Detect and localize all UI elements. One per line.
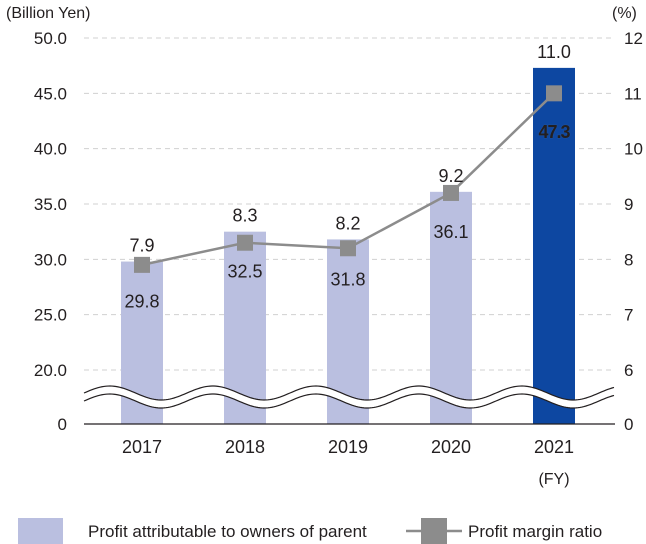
- margin-value-label: 11.0: [537, 42, 571, 62]
- left-tick-label: 25.0: [34, 306, 67, 325]
- bar: [533, 67, 575, 424]
- left-axis-ticks: 0 20.0 25.0 30.0 35.0 40.0 45.0 50.0: [34, 29, 67, 434]
- x-axis-ticks: 2017 2018 2019 2020 2021: [122, 437, 574, 457]
- bar-value-label: 32.5: [227, 262, 262, 282]
- legend-swatch-bar: [18, 518, 63, 544]
- right-tick-label: 12: [624, 29, 643, 48]
- legend-swatch-marker: [421, 518, 447, 544]
- margin-marker: [546, 85, 562, 102]
- bars: [121, 67, 575, 424]
- left-tick-label: 20.0: [34, 361, 67, 380]
- margin-marker: [134, 256, 150, 273]
- left-tick-label: 40.0: [34, 140, 67, 159]
- left-tick-label: 50.0: [34, 29, 67, 48]
- bar-value-label: 36.1: [433, 222, 468, 242]
- right-tick-label: 11: [624, 84, 642, 103]
- left-tick-label: 35.0: [34, 195, 67, 214]
- bar-value-label: 47.3: [538, 122, 570, 142]
- axis-break-wave: [83, 385, 615, 409]
- bar-value-label: 31.8: [330, 269, 365, 289]
- margin-marker: [340, 240, 356, 257]
- margin-marker: [443, 184, 459, 201]
- legend: Profit attributable to owners of parent …: [18, 518, 602, 544]
- margin-value-label: 7.9: [129, 236, 154, 256]
- right-tick-label: 0: [624, 415, 633, 434]
- margin-marker: [237, 234, 253, 251]
- legend-label-bar: Profit attributable to owners of parent: [88, 522, 367, 541]
- x-tick-label: 2018: [225, 437, 265, 457]
- left-tick-label: 0: [58, 415, 67, 434]
- legend-label-line: Profit margin ratio: [468, 522, 602, 541]
- right-axis-ticks: 0 6 7 8 9 10 11 12: [624, 29, 643, 434]
- margin-value-label: 8.2: [335, 213, 360, 233]
- x-tick-label: 2020: [431, 437, 471, 457]
- line-data-labels: 7.9 8.3 8.2 9.2 11.0: [129, 42, 570, 256]
- right-tick-label: 7: [624, 306, 633, 325]
- margin-value-label: 9.2: [438, 166, 463, 186]
- x-tick-label: 2021: [534, 437, 574, 457]
- margin-value-label: 8.3: [232, 206, 257, 226]
- left-axis-label: (Billion Yen): [6, 5, 91, 22]
- margin-line: [141, 92, 555, 267]
- margin-line-series: [134, 85, 562, 273]
- right-tick-label: 6: [624, 361, 633, 380]
- right-tick-label: 10: [624, 140, 643, 159]
- right-tick-label: 8: [624, 250, 633, 269]
- left-tick-label: 30.0: [34, 250, 67, 269]
- axis-break-band: [84, 386, 615, 408]
- x-tick-label: 2017: [122, 437, 162, 457]
- bar-data-labels: 29.8 32.5 31.8 36.1 47.3: [124, 121, 572, 312]
- axis-break-line-lower: [83, 393, 615, 409]
- axis-break-line-upper: [83, 385, 615, 401]
- right-axis-label: (%): [612, 5, 637, 22]
- x-unit-label: (FY): [538, 471, 569, 488]
- right-tick-label: 9: [624, 195, 633, 214]
- bar: [430, 191, 472, 424]
- bar-value-label: 29.8: [124, 292, 159, 312]
- x-tick-label: 2019: [328, 437, 368, 457]
- left-tick-label: 45.0: [34, 84, 67, 103]
